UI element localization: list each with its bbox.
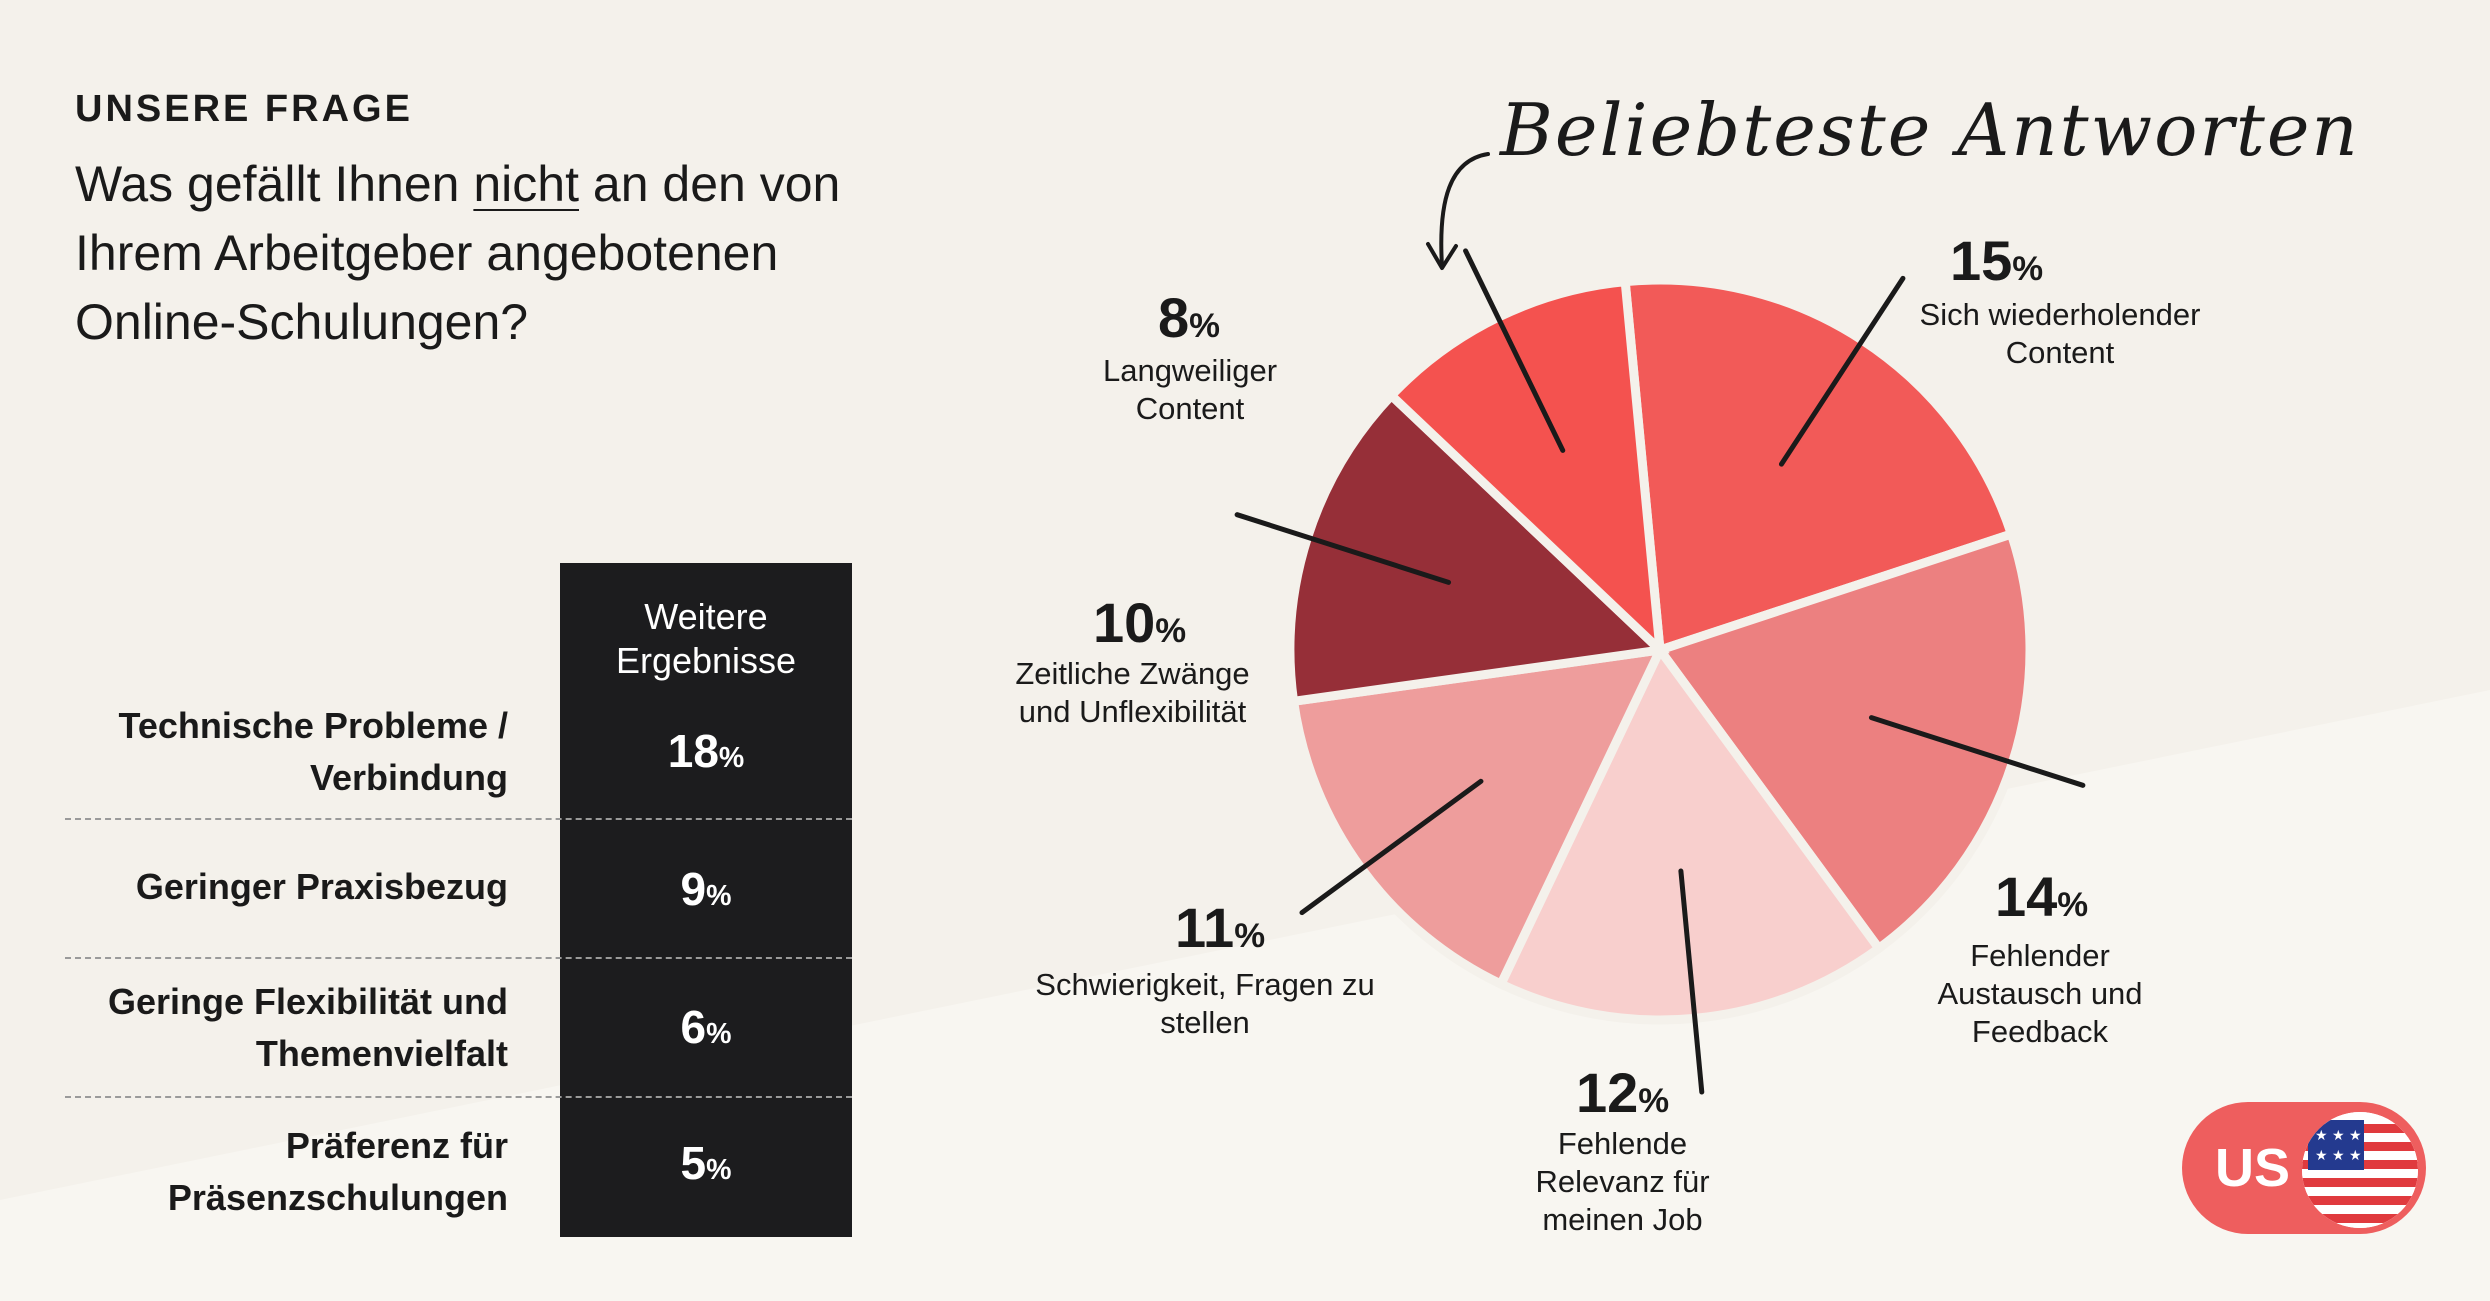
leader-line [1778,275,1906,467]
slice-label-3: Fehlende Relevanz für meinen Job [1535,1126,1710,1237]
slice-value-5: 10% [1093,591,1187,654]
chart-title: Beliebteste Antworten [1500,88,2360,172]
slice-label-2: Fehlender Austausch und Feedback [1937,938,2143,1049]
row-divider [65,957,852,959]
result-label-3: Geringe Flexibilität und Themenvielfalt [107,981,508,1074]
leader-line [1678,868,1705,1095]
country-code: US [2215,1138,2291,1198]
slice-label-5: Zeitliche Zwänge und Unflexibilität [1015,656,1250,729]
result-label-1: Technische Probleme / Verbindung [118,705,508,798]
result-value-1: 18% [667,725,745,777]
slice-value-1: 15% [1950,229,2044,292]
curved-arrow-icon [1426,152,1490,270]
row-divider [65,1096,852,1098]
leader-line [1299,778,1484,916]
results-column-header: Weitere Ergebnisse [615,596,797,681]
leader-line [1868,715,2086,788]
slice-value-6: 8% [1158,286,1221,349]
result-value-2: 9% [680,863,732,915]
slice-label-4: Schwierigkeit, Fragen zu stellen [1035,967,1375,1040]
question-heading: Was gefällt Ihnen nicht an den von Ihrem… [75,156,841,350]
result-value-3: 6% [680,1001,732,1053]
result-label-4: Präferenz für Präsenzschulungen [167,1125,508,1218]
svg-text:★ ★ ★: ★ ★ ★ [2315,1148,2362,1164]
row-divider [65,818,852,820]
leader-line [1234,512,1452,585]
result-value-4: 5% [680,1137,732,1189]
us-flag-icon: ★ ★ ★ ★ ★ ★ [2302,1112,2418,1228]
eyebrow-label: UNSERE FRAGE [75,88,413,130]
svg-text:★ ★ ★: ★ ★ ★ [2315,1128,2362,1144]
slice-label-1: Sich wiederholender Content [1919,297,2201,370]
results-column-background [560,563,852,1237]
question-emphasis: nicht [473,156,579,212]
slice-value-4: 11% [1175,896,1266,959]
slice-label-6: Langweiliger Content [1102,353,1278,426]
slice-value-3: 12% [1576,1061,1670,1124]
result-label-2: Geringer Praxisbezug [135,866,508,907]
slice-value-2: 14% [1995,865,2089,928]
leader-line [1463,248,1566,453]
